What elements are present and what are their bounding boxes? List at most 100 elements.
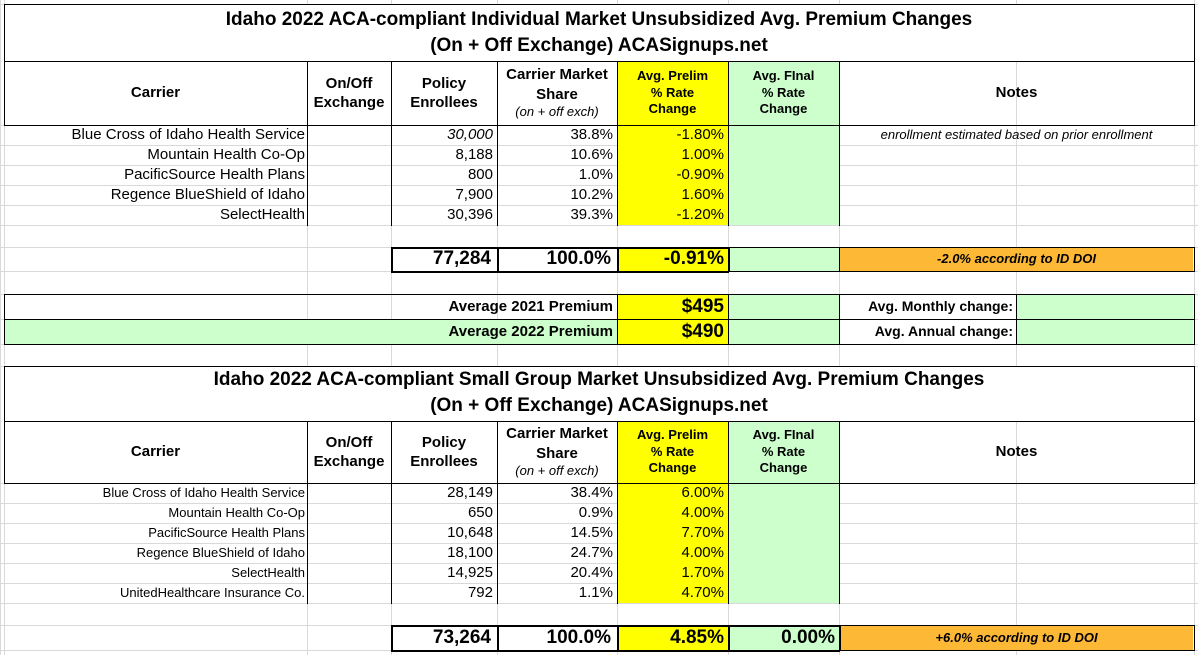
header-market-share-line: (on + off exch) <box>515 104 599 120</box>
market-share: 38.8% <box>570 125 613 143</box>
cell-border <box>617 271 729 273</box>
cell-border <box>497 247 499 272</box>
gridline <box>0 503 1198 504</box>
row-note: enrollment estimated based on prior enro… <box>880 126 1153 142</box>
cell-border <box>1194 625 1195 651</box>
cell-border <box>391 271 498 273</box>
market-share: 38.4% <box>570 483 613 501</box>
final-total-fill <box>728 247 839 271</box>
final-total-fill <box>728 625 839 650</box>
gridline <box>0 563 1198 564</box>
row-note <box>839 205 1194 225</box>
prelim-rate-change: 1.70% <box>681 563 724 581</box>
header-prelim-rate-change-line: Change <box>648 460 697 476</box>
cell-border <box>617 625 729 627</box>
total-enrollees: 77,284 <box>432 248 491 270</box>
title-fill <box>5 366 1193 421</box>
premium-2022-label-fill <box>5 319 617 344</box>
prelim-rate-change: 4.00% <box>681 503 724 521</box>
cell-border <box>839 625 1195 626</box>
cell-border <box>391 125 392 226</box>
carrier-name: Blue Cross of Idaho Health Service <box>102 484 305 500</box>
cell-border <box>4 61 5 126</box>
cell-border <box>497 483 498 604</box>
prelim-total-fill <box>617 625 728 650</box>
header-final-rate-change-line: Change <box>759 101 808 117</box>
final-column-fill <box>728 125 839 225</box>
header-notes: Notes <box>995 442 1038 460</box>
header-policy-enrollees-line: Enrollees <box>410 94 478 111</box>
header-carrier: Carrier <box>130 83 181 101</box>
carrier-name: Regence BlueShield of Idaho <box>110 185 305 203</box>
total-prelim-rate-change: 4.85% <box>670 626 724 648</box>
header-final-rate-change: Avg. FInal% Rate Change <box>728 62 839 124</box>
gridline <box>0 583 1198 584</box>
cell-border <box>728 483 729 604</box>
policy-enrollees: 30,396 <box>447 205 493 223</box>
cell-border <box>4 421 5 484</box>
gridline <box>0 205 1198 206</box>
prelim-rate-change: 7.70% <box>681 523 724 541</box>
market-share: 14.5% <box>570 523 613 541</box>
cell-border <box>391 247 393 272</box>
cell-border <box>839 271 1195 272</box>
cell-border <box>497 247 618 249</box>
cell-border <box>617 247 729 249</box>
cell-border <box>4 366 5 422</box>
gridline <box>0 603 1198 604</box>
gridline <box>0 225 1198 226</box>
header-final-rate-change-line: % Rate <box>761 443 806 459</box>
total-market-share: 100.0% <box>546 626 611 648</box>
header-final-rate-change-line: % Rate <box>761 84 806 100</box>
cell-border <box>497 625 499 651</box>
policy-enrollees: 28,149 <box>447 483 493 501</box>
header-on-off-exchange: On/Off Exchange <box>307 422 391 482</box>
cell-border <box>728 247 729 272</box>
cell-border <box>1194 61 1195 126</box>
policy-enrollees: 7,900 <box>455 185 493 203</box>
small-group-subtitle: (On + Off Exchange) ACASignups.net <box>430 395 768 417</box>
carrier-name: PacificSource Health Plans <box>148 524 305 540</box>
cell-border <box>728 247 840 248</box>
header-prelim-rate-change-line: Avg. Prelim <box>636 426 709 442</box>
header-on-off-exchange-line: Exchange <box>313 94 385 111</box>
cell-border <box>728 625 840 627</box>
header-market-share: Carrier Market Share (on + off exch) <box>497 422 617 482</box>
header-notes: Notes <box>995 83 1038 101</box>
prelim-rate-change: -0.90% <box>676 165 724 183</box>
market-share: 20.4% <box>570 563 613 581</box>
cell-border <box>617 125 618 226</box>
cell-border <box>4 421 1195 422</box>
gridline <box>0 543 1198 544</box>
cell-border <box>617 421 618 484</box>
doi-note: +6.0% according to ID DOI <box>935 629 1098 645</box>
header-final-rate-change: Avg. FInal% Rate Change <box>728 422 839 482</box>
row-note <box>839 185 1194 205</box>
header-prelim-rate-change-line: % Rate <box>650 443 695 459</box>
header-market-share-line: Share <box>536 85 578 103</box>
premium-2022-value: $490 <box>681 320 724 342</box>
cell-border <box>391 625 393 651</box>
cell-border <box>839 247 1195 248</box>
cell-border <box>391 61 392 126</box>
doi-note-fill <box>839 625 1193 650</box>
carrier-name: PacificSource Health Plans <box>124 165 305 183</box>
prelim-rate-change: 6.00% <box>681 483 724 501</box>
carrier-name: Mountain Health Co-Op <box>147 145 305 163</box>
total-final-rate-change: 0.00% <box>781 626 835 648</box>
cell-border <box>1016 294 1017 345</box>
prelim-column-fill <box>617 125 728 225</box>
market-share: 0.9% <box>578 503 613 521</box>
market-share: 1.1% <box>578 583 613 601</box>
header-policy-enrollees: Policy Enrollees <box>391 422 497 482</box>
doi-note: -2.0% according to ID DOI <box>937 251 1096 267</box>
cell-border <box>4 344 1195 345</box>
header-carrier: Carrier <box>130 442 181 460</box>
cell-border <box>307 61 308 126</box>
prelim-rate-change: 1.60% <box>681 185 724 203</box>
total-prelim-rate-change: -0.91% <box>663 248 724 270</box>
cell-border <box>839 247 840 272</box>
market-share: 1.0% <box>578 165 613 183</box>
final-column-fill <box>728 421 839 483</box>
